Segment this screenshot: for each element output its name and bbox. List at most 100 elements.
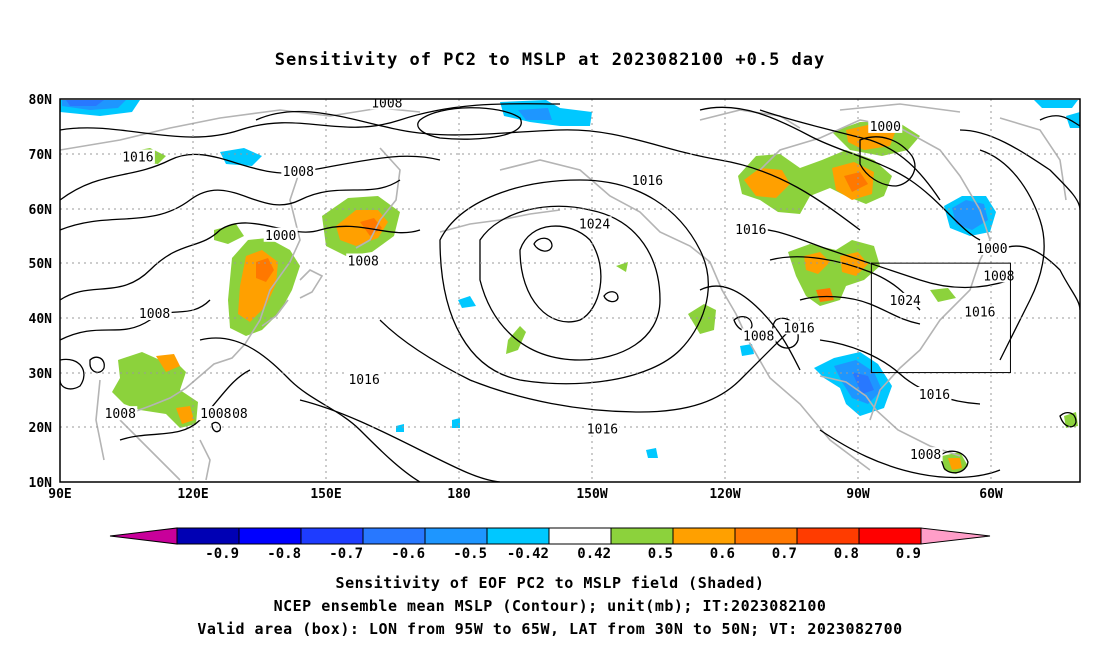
isobar xyxy=(739,228,1011,289)
isobar xyxy=(60,358,85,390)
contour-label: 1008 xyxy=(348,255,379,270)
lon-label: 120W xyxy=(709,487,740,502)
colorbar-label: 0.7 xyxy=(772,546,797,562)
contour-label-bg xyxy=(281,163,316,178)
contour-label: 1016 xyxy=(735,223,766,238)
coastline-hudson xyxy=(759,119,991,421)
contour-label: 1016 xyxy=(587,422,618,437)
map-frame xyxy=(59,98,1081,483)
isobar xyxy=(60,299,211,341)
negative-patch xyxy=(396,424,404,432)
isobar xyxy=(979,149,1045,361)
isobar xyxy=(417,107,522,140)
isobar xyxy=(733,315,753,332)
positive-patch xyxy=(840,252,868,276)
contour-label-bg xyxy=(917,387,952,402)
contour-label: 1016 xyxy=(632,174,663,189)
contour-label-bg xyxy=(974,240,1009,255)
isobar xyxy=(60,222,421,301)
caption-valid-area: Valid area (box): LON from 95W to 65W, L… xyxy=(197,620,903,638)
isobar xyxy=(959,129,1080,211)
contour-label: 1016 xyxy=(783,321,814,336)
lat-label: 20N xyxy=(29,421,53,436)
colorbar: -0.9 -0.8 -0.7 -0.6 -0.5 -0.42 0.42 0.5 0.6 0.7 0.… xyxy=(109,527,991,562)
colorbar-label: 0.5 xyxy=(648,546,673,562)
colorbar-swatch xyxy=(300,527,364,545)
isobar xyxy=(533,237,553,252)
isobar xyxy=(60,179,401,231)
lon-label: 90W xyxy=(846,487,870,502)
contour-label: 1008 xyxy=(283,165,314,180)
colorbar-label: -0.42 xyxy=(507,546,549,562)
isobar xyxy=(60,103,561,138)
lon-label: 90E xyxy=(48,487,71,502)
coastline-gulf xyxy=(819,375,961,457)
contour-label-bg xyxy=(577,216,612,231)
colorbar-swatch xyxy=(734,527,798,545)
isobar xyxy=(603,291,619,303)
contour-label: 1008 xyxy=(105,407,136,422)
colorbar-swatch xyxy=(610,527,674,545)
colorbar-label: 0.42 xyxy=(577,546,611,562)
colorbar-swatch xyxy=(238,527,302,545)
contour-label: 1016 xyxy=(122,151,153,166)
colorbar-swatch xyxy=(486,527,550,545)
coastline-alaska xyxy=(499,159,871,471)
colorbar-label: -0.7 xyxy=(329,546,363,562)
colorbar-swatch xyxy=(548,527,612,545)
lat-label: 40N xyxy=(29,312,53,327)
negative-patch xyxy=(740,344,754,356)
positive-patch xyxy=(930,288,956,302)
isobar xyxy=(299,399,501,482)
positive-patch xyxy=(256,258,274,282)
positive-patch xyxy=(744,168,790,198)
contour-label: 1008 xyxy=(743,329,774,344)
isobar xyxy=(211,421,222,433)
colorbar-label: -0.5 xyxy=(453,546,487,562)
contour-label-bg xyxy=(733,221,768,236)
isobar xyxy=(699,285,801,371)
lon-label: 60W xyxy=(979,487,1003,502)
isobar xyxy=(439,179,709,385)
coastlines xyxy=(60,103,1067,481)
negative-patch xyxy=(1066,112,1080,128)
colorbar-swatch xyxy=(362,527,426,545)
positive-patch xyxy=(616,262,628,272)
isobar xyxy=(1059,411,1077,428)
isobar xyxy=(199,337,421,482)
isobar xyxy=(379,319,801,413)
contour-label-bg xyxy=(962,304,997,319)
contour-label-bg xyxy=(346,253,381,268)
positive-patch xyxy=(948,458,962,470)
colorbar-label: -0.9 xyxy=(205,546,239,562)
negative-patch xyxy=(220,148,262,166)
contour-label: 1008 xyxy=(371,96,402,111)
longitude-labels: 90E 120E 150E 180 150W 120W 90W 60W xyxy=(48,487,1003,502)
isobar xyxy=(999,245,1080,311)
contour-label: 1016 xyxy=(348,373,379,388)
contour-label-bg xyxy=(198,406,233,421)
isobar xyxy=(799,295,921,325)
lon-label: 180 xyxy=(447,487,471,502)
negative-patch xyxy=(518,108,552,120)
colorbar-label: -0.6 xyxy=(391,546,425,562)
coastline-aleutians xyxy=(439,209,561,233)
positive-patch xyxy=(360,218,382,236)
caption-shaded: Sensitivity of EOF PC2 to MSLP field (Sh… xyxy=(335,574,765,592)
colorbar-label: -0.8 xyxy=(267,546,301,562)
negative-patch xyxy=(66,100,104,106)
colorbar-swatch xyxy=(672,527,736,545)
colorbar-label: 0.9 xyxy=(896,546,921,562)
valid-area-box xyxy=(870,262,1011,374)
contour-label: 1024 xyxy=(890,294,921,309)
coastline-kamchatka xyxy=(355,147,401,249)
contour-label: 1000 xyxy=(265,229,296,244)
isobar xyxy=(1039,115,1080,127)
colorbar-low-arrow xyxy=(109,527,178,545)
lat-label: 70N xyxy=(29,148,53,163)
coastline-se-asia xyxy=(95,379,211,481)
contour-label-bg xyxy=(868,118,903,133)
colorbar-label: 0.8 xyxy=(834,546,859,562)
